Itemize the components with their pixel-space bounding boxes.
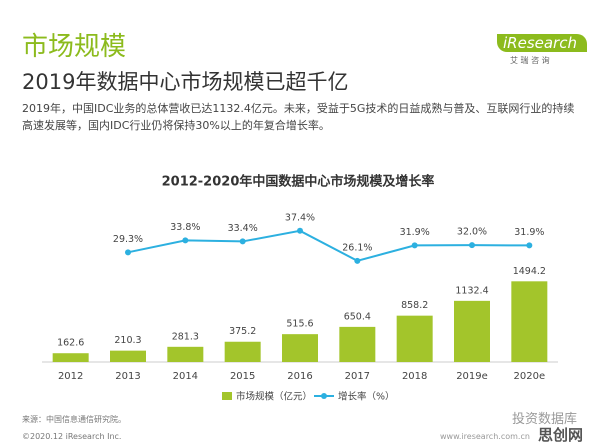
x-tick-label: 2020e <box>514 371 546 382</box>
data-label: 650.4 <box>344 311 371 322</box>
site: www.iresearch.com.cn <box>440 432 530 441</box>
source: 来源：中国信息通信研究院。 <box>22 415 126 424</box>
copyright: ©2020.12 iResearch Inc. <box>22 432 122 441</box>
bar <box>52 353 89 362</box>
legend-label: 增长率（%） <box>338 391 395 403</box>
x-tick-label: 2019e <box>456 371 488 382</box>
bar <box>339 326 376 362</box>
data-label: 33.4% <box>228 223 258 234</box>
data-label: 515.6 <box>286 319 313 330</box>
data-label: 281.3 <box>172 331 199 342</box>
x-tick-label: 2017 <box>345 371 370 382</box>
x-tick-label: 2012 <box>58 371 83 382</box>
point <box>297 227 303 234</box>
x-tick-label: 2018 <box>402 371 427 382</box>
data-label: 1132.4 <box>455 285 488 296</box>
x-tick-label: 2013 <box>115 371 140 382</box>
bar <box>511 281 548 362</box>
bar <box>282 334 318 362</box>
data-label: 32.0% <box>457 227 487 238</box>
data-label: 33.8% <box>170 222 200 233</box>
data-label: 1494.2 <box>513 266 546 277</box>
watermark-2: 思创网 <box>538 426 584 444</box>
data-label: 37.4% <box>285 212 315 223</box>
logo-sub: 艾 瑞 咨 询 <box>510 56 550 65</box>
data-label: 31.9% <box>514 227 544 238</box>
section-title: 市场规模 <box>22 32 127 62</box>
legend-swatch <box>222 392 232 400</box>
bar <box>167 346 204 362</box>
bar <box>224 341 261 362</box>
data-label: 858.2 <box>401 300 428 311</box>
data-label: 29.3% <box>113 234 143 245</box>
point <box>526 242 533 249</box>
data-label: 210.3 <box>114 335 141 346</box>
data-label: 26.1% <box>342 242 372 253</box>
x-tick-label: 2015 <box>230 371 255 382</box>
point <box>182 237 189 244</box>
data-label: 162.6 <box>57 338 84 349</box>
x-tick-label: 2016 <box>287 371 312 382</box>
logo: iResearch <box>497 34 587 52</box>
point <box>411 242 418 249</box>
x-tick-label: 2014 <box>173 371 198 382</box>
body-text: 2019年，中国IDC业务的总体营收已达1132.4亿元。未来，受益于5G技术的… <box>22 102 575 132</box>
data-label: 375.2 <box>229 326 256 337</box>
point <box>469 242 475 249</box>
legend-swatch <box>321 393 327 399</box>
legend-label: 市场规模（亿元） <box>236 391 312 403</box>
point <box>125 249 131 256</box>
bar <box>454 300 490 362</box>
bar <box>396 315 433 362</box>
growth-line <box>127 229 530 262</box>
headline: 2019年数据中心市场规模已超千亿 <box>22 70 349 94</box>
bar <box>110 350 146 362</box>
point <box>354 257 361 264</box>
point <box>239 238 246 245</box>
data-label: 31.9% <box>400 227 430 238</box>
watermark: 投资数据库 <box>512 412 578 427</box>
chart-title: 2012-2020年中国数据中心市场规模及增长率 <box>162 174 435 190</box>
